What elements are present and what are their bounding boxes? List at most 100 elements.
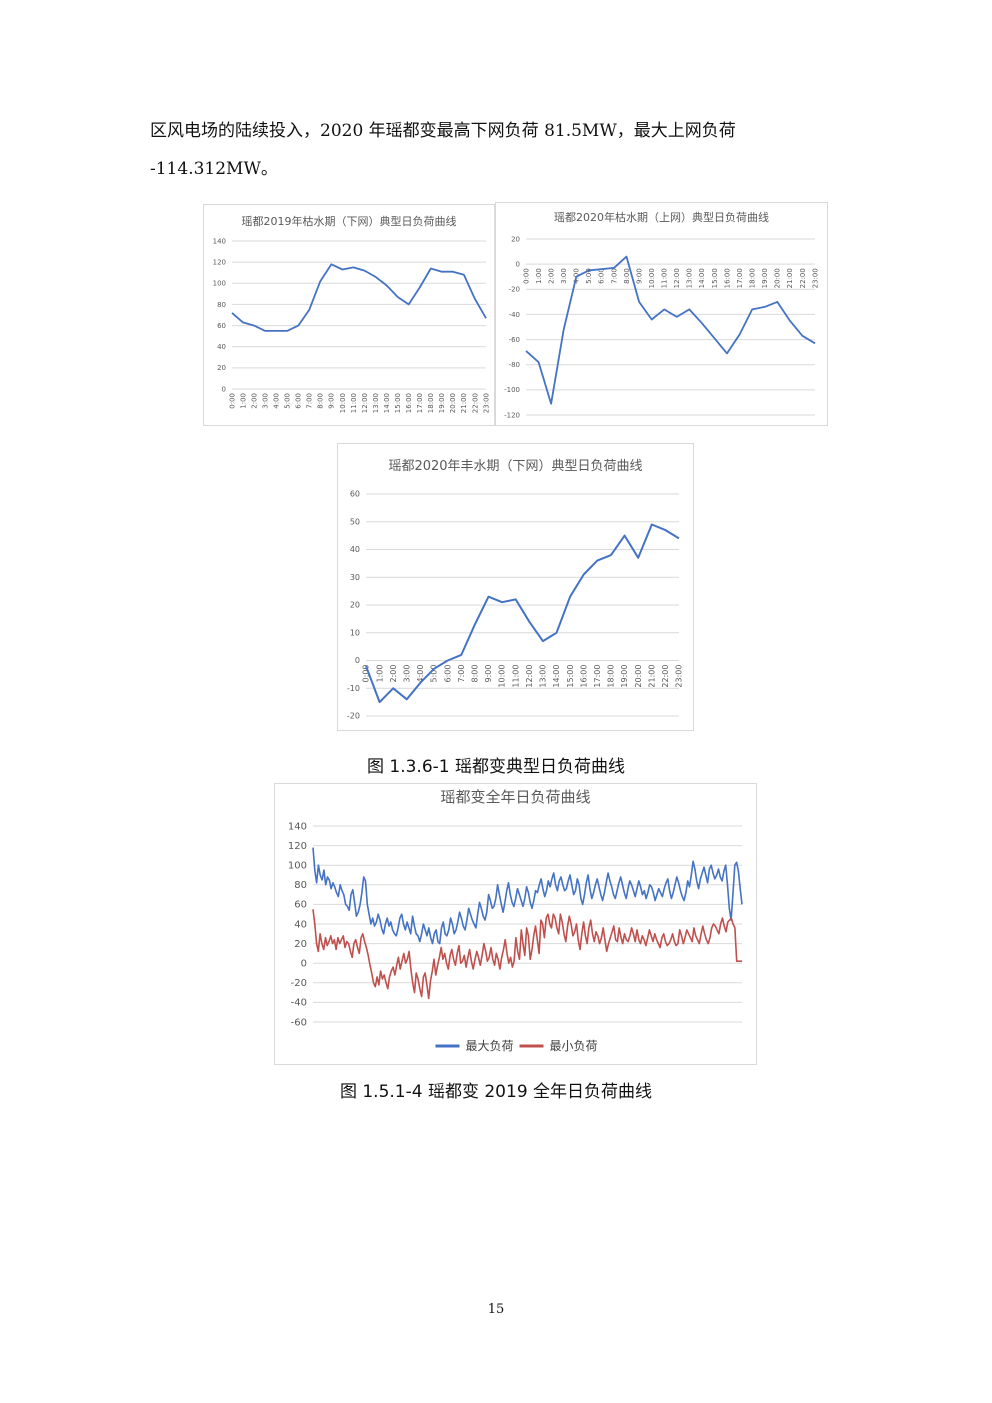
y-tick-label: 140 <box>213 237 226 245</box>
x-tick-label: 12:00 <box>525 665 534 688</box>
y-tick-label: 60 <box>217 322 226 330</box>
x-tick-label: 21:00 <box>460 393 468 413</box>
x-tick-label: 21:00 <box>786 268 794 288</box>
x-tick-label: 14:00 <box>383 393 391 413</box>
x-tick-label: 22:00 <box>661 665 670 688</box>
y-tick-label: -80 <box>509 361 520 369</box>
y-tick-label: 80 <box>217 301 226 309</box>
y-tick-label: 0 <box>301 959 307 970</box>
x-tick-label: 16:00 <box>579 665 588 688</box>
x-tick-label: 18:00 <box>749 268 757 288</box>
x-tick-label: 0:00 <box>362 665 371 683</box>
x-tick-label: 20:00 <box>634 665 643 688</box>
x-tick-label: 3:00 <box>261 393 269 409</box>
y-tick-label: 60 <box>294 900 307 911</box>
x-tick-label: 11:00 <box>511 665 520 688</box>
x-tick-label: 9:00 <box>484 665 493 683</box>
x-tick-label: 5:00 <box>585 268 593 284</box>
y-tick-label: -20 <box>291 978 307 989</box>
y-tick-label: 100 <box>288 861 307 872</box>
x-tick-label: 17:00 <box>736 268 744 288</box>
y-tick-label: 20 <box>217 364 226 372</box>
series-line-2 <box>312 909 742 1000</box>
x-tick-label: 23:00 <box>482 393 490 413</box>
chart-title: 瑶都2019年枯水期（下网）典型日负荷曲线 <box>242 214 457 228</box>
x-tick-label: 12:00 <box>673 268 681 288</box>
x-tick-label: 15:00 <box>394 393 402 413</box>
x-tick-label: 17:00 <box>416 393 424 413</box>
x-tick-label: 20:00 <box>449 393 457 413</box>
x-tick-label: 15:00 <box>711 268 719 288</box>
y-tick-label: 30 <box>350 573 360 582</box>
y-tick-label: 140 <box>288 821 307 832</box>
x-tick-label: 19:00 <box>620 665 629 688</box>
x-tick-label: 7:00 <box>457 665 466 683</box>
body-paragraph: 区风电场的陆续投入，2020 年瑶都变最高下网负荷 81.5MW，最大上网负荷 … <box>150 112 850 188</box>
y-tick-label: 0 <box>516 260 520 268</box>
chart-c4-svg: 瑶都变全年日负荷曲线 -60 -40 -20 0 20 40 60 80 100 120 140 最大负… <box>288 788 743 1053</box>
x-tick-label: 15:00 <box>566 665 575 688</box>
chart-flood-2020-download: 瑶都2020年丰水期（下网）典型日负荷曲线 -20 -10 0 10 20 30 40 50 60… <box>337 443 694 731</box>
page-number: 15 <box>487 1302 505 1317</box>
series-line-1 <box>365 523 680 704</box>
x-tick-label: 10:00 <box>498 665 507 688</box>
x-tick-label: 22:00 <box>799 268 807 288</box>
chart-c1-svg: 瑶都2019年枯水期（下网）典型日负荷曲线 0 20 40 60 80 100 120 140 0… <box>213 214 491 413</box>
x-tick-label: 16:00 <box>723 268 731 288</box>
x-tick-label: 0:00 <box>522 268 530 284</box>
x-tick-label: 18:00 <box>607 665 616 688</box>
y-tick-label: -20 <box>509 286 520 294</box>
x-tick-label: 4:00 <box>416 665 425 683</box>
x-tick-label: 18:00 <box>427 393 435 413</box>
x-tick-label: 11:00 <box>661 268 669 288</box>
x-tick-label: 9:00 <box>328 393 336 409</box>
x-tick-label: 8:00 <box>317 393 325 409</box>
legend-label-1: 最大负荷 <box>466 1039 514 1053</box>
y-tick-label: -60 <box>291 1017 307 1028</box>
y-tick-label: 120 <box>288 841 307 852</box>
chart-title: 瑶都2020年丰水期（下网）典型日负荷曲线 <box>388 459 642 474</box>
x-tick-label: 2:00 <box>389 665 398 683</box>
x-tick-label: 19:00 <box>761 268 769 288</box>
x-tick-label: 14:00 <box>698 268 706 288</box>
x-tick-label: 4:00 <box>273 393 281 409</box>
x-tick-label: 2:00 <box>547 268 555 284</box>
x-tick-label: 1:00 <box>239 393 247 409</box>
x-tick-label: 6:00 <box>443 665 452 683</box>
x-tick-label: 17:00 <box>593 665 602 688</box>
x-tick-label: 7:00 <box>306 393 314 409</box>
y-tick-label: 50 <box>350 517 360 526</box>
y-tick-label: -60 <box>509 336 520 344</box>
x-tick-label: 1:00 <box>375 665 384 683</box>
y-tick-label: -10 <box>347 684 360 693</box>
y-tick-label: 40 <box>294 919 307 930</box>
x-tick-label: 1:00 <box>535 268 543 284</box>
series-line-1 <box>312 847 743 945</box>
y-tick-label: 40 <box>217 343 226 351</box>
y-tick-label: 60 <box>350 490 360 499</box>
x-tick-label: 0:00 <box>228 393 236 409</box>
x-tick-label: 9:00 <box>635 268 643 284</box>
x-tick-label: 6:00 <box>598 268 606 284</box>
chart-title: 瑶都2020年枯水期（上网）典型日负荷曲线 <box>554 210 769 224</box>
x-tick-label: 21:00 <box>647 665 656 688</box>
x-tick-label: 13:00 <box>539 665 548 688</box>
y-tick-label: 0 <box>222 385 226 393</box>
chart-title: 瑶都变全年日负荷曲线 <box>440 788 590 806</box>
chart-c2-svg: 瑶都2020年枯水期（上网）典型日负荷曲线 -120 -100 -80 -60 -40 -2… <box>504 210 819 419</box>
paragraph-line-1: 区风电场的陆续投入，2020 年瑶都变最高下网负荷 81.5MW，最大上网负荷 <box>150 121 736 141</box>
figure-caption-1: 图 1.3.6-1 瑶都变典型日负荷曲线 <box>366 757 625 777</box>
y-tick-label: 100 <box>213 280 226 288</box>
x-tick-label: 16:00 <box>405 393 413 413</box>
chart-winter-2019-download: 瑶都2019年枯水期（下网）典型日负荷曲线 0 20 40 60 80 100 120 140 0… <box>203 204 495 426</box>
x-tick-label: 8:00 <box>471 665 480 683</box>
paragraph-line-2: -114.312MW。 <box>150 159 278 179</box>
y-tick-label: -100 <box>504 386 520 394</box>
x-tick-label: 19:00 <box>438 393 446 413</box>
y-tick-label: 10 <box>350 628 360 637</box>
x-tick-label: 13:00 <box>686 268 694 288</box>
y-tick-label: 80 <box>294 880 307 891</box>
y-tick-label: -20 <box>347 712 360 721</box>
series-line-1 <box>525 255 816 405</box>
x-tick-label: 6:00 <box>295 393 303 409</box>
